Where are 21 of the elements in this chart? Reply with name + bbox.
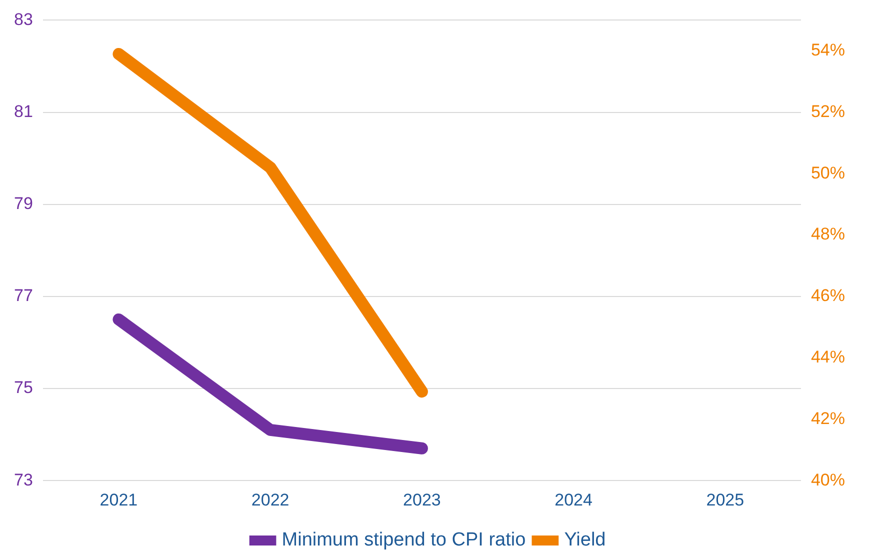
y2-tick-label: 44% — [810, 348, 846, 367]
x-tick-label: 2024 — [554, 490, 592, 510]
y2-tick-label: 46% — [810, 286, 846, 306]
y-tick-label: 79 — [14, 194, 33, 214]
y2-tick-label: 52% — [810, 102, 846, 121]
legend-label: Minimum stipend to CPI ratio — [282, 530, 526, 551]
y-tick-label: 73 — [14, 470, 33, 490]
y2-tick-label: 48% — [810, 224, 846, 244]
y2-tick-label: 54% — [810, 40, 846, 60]
x-tick-label: 2025 — [706, 490, 744, 510]
y-tick-label: 75 — [14, 378, 33, 398]
y2-tick-label: 50% — [810, 163, 846, 182]
y2-tick-label: 42% — [810, 408, 846, 428]
y-tick-label: 81 — [14, 102, 33, 121]
legend-label: Yield — [564, 530, 606, 551]
y-tick-label: 83 — [14, 10, 33, 29]
x-tick-label: 2022 — [251, 490, 290, 510]
x-tick-label: 2021 — [100, 490, 138, 510]
y2-tick-label: 40% — [810, 470, 846, 490]
y-tick-label: 77 — [14, 286, 33, 306]
x-tick-label: 2023 — [403, 490, 441, 510]
